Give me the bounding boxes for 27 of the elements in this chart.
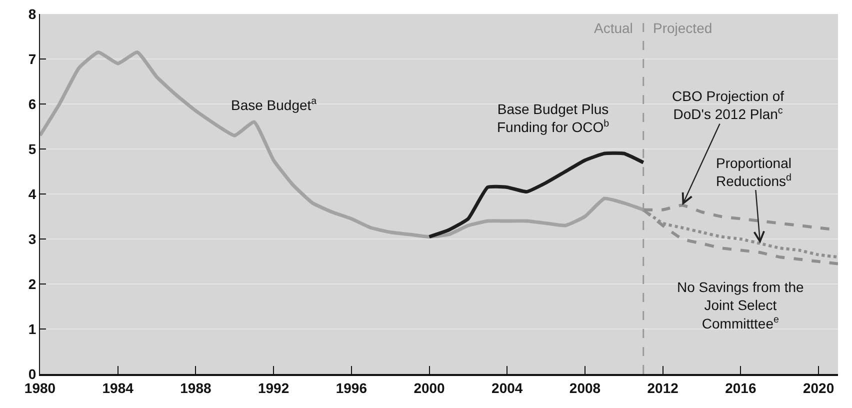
series-label: Base Budget Plus Funding for OCO$^{b}$ bbox=[497, 101, 610, 136]
x-tick-label: 1992 bbox=[258, 380, 290, 396]
x-tick-label: 2012 bbox=[647, 380, 679, 396]
x-tick-label: 2020 bbox=[802, 380, 834, 396]
annotation: Actual bbox=[594, 20, 633, 36]
y-tick-label: 7 bbox=[28, 50, 36, 67]
y-tick-label: 0 bbox=[28, 366, 36, 382]
text: CBO Projection of DoD's 2012 Plan$^{c}$ bbox=[672, 88, 784, 122]
y-tick-label: 5 bbox=[28, 140, 36, 157]
annotation: Projected bbox=[653, 20, 712, 36]
y-tick-label: 3 bbox=[28, 230, 36, 247]
y-tick-label: 8 bbox=[28, 6, 36, 22]
x-tick-label: 1984 bbox=[102, 380, 134, 396]
x-tick-label: 1996 bbox=[336, 380, 368, 396]
x-tick-label: 1980 bbox=[24, 380, 56, 396]
series-label: Base Budget$^{a}$ bbox=[231, 96, 318, 113]
x-tick-label: 2016 bbox=[725, 380, 756, 396]
x-tick-label: 1988 bbox=[180, 380, 212, 396]
text: Proportional Reductions$^{d}$ bbox=[716, 155, 792, 190]
y-tick-label: 4 bbox=[28, 186, 36, 202]
x-tick-label: 2008 bbox=[569, 380, 601, 396]
y-tick-label: 2 bbox=[28, 276, 36, 292]
series-label: No Savings from the Joint Select Committtee$^{e}$ bbox=[677, 279, 804, 332]
y-tick-label: 1 bbox=[28, 320, 36, 337]
x-tick-label: 2004 bbox=[492, 380, 523, 396]
y-tick-label: 6 bbox=[28, 96, 36, 112]
x-tick-label: 2000 bbox=[414, 380, 446, 396]
